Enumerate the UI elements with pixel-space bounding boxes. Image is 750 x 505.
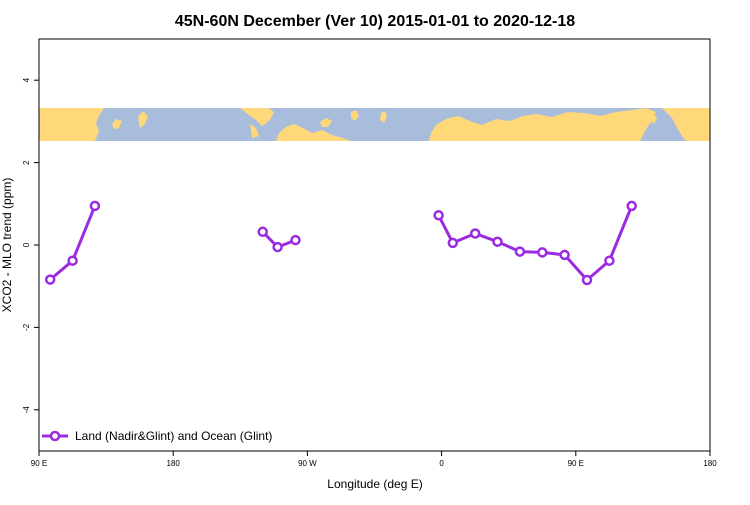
y-axis: -4 -2 0 2 4: [22, 77, 39, 413]
legend-marker: [49, 430, 61, 442]
legend: Land (Nadir&Glint) and Ocean (Glint): [42, 429, 272, 443]
data-point: [433, 210, 444, 221]
map-band-land: [39, 108, 710, 141]
x-tick-label: 0: [439, 459, 444, 468]
data-point: [559, 249, 570, 261]
data-point: [67, 255, 78, 266]
x-tick-label: 90 E: [568, 459, 584, 468]
data-point: [469, 228, 481, 239]
series-layer: [44, 200, 637, 286]
data-point: [44, 274, 56, 285]
x-axis: 90 E 180 90 W 0 90 E 180: [31, 451, 717, 468]
y-axis-label: XCO2 - MLO trend (ppm): [0, 178, 14, 313]
x-axis-label: Longitude (deg E): [327, 477, 422, 491]
y-tick-label: -2: [22, 323, 31, 331]
y-tick-label: 4: [22, 77, 31, 82]
data-point: [447, 237, 459, 249]
map-band: [39, 108, 710, 141]
x-tick-label: 90 E: [31, 459, 47, 468]
data-point: [290, 234, 301, 246]
y-tick-label: 0: [22, 242, 31, 247]
series-line: [49, 205, 97, 281]
chart-title: 45N-60N December (Ver 10) 2015-01-01 to …: [175, 13, 575, 30]
data-point: [581, 274, 593, 286]
data-point: [537, 247, 548, 258]
data-point: [604, 255, 615, 266]
data-point: [626, 200, 637, 212]
data-point: [514, 246, 526, 257]
legend-label: Land (Nadir&Glint) and Ocean (Glint): [75, 429, 272, 443]
data-point: [272, 241, 283, 253]
y-tick-label: -4: [22, 406, 31, 414]
x-tick-label: 90 W: [298, 459, 317, 468]
data-point: [89, 200, 101, 212]
x-tick-label: 180: [703, 459, 717, 468]
data-point: [492, 236, 503, 247]
series-line: [437, 205, 634, 282]
data-point: [257, 226, 268, 238]
plot-frame: [38, 38, 711, 452]
y-tick-label: 2: [22, 160, 31, 165]
plot-area: [38, 38, 711, 452]
x-tick-label: 180: [167, 459, 181, 468]
